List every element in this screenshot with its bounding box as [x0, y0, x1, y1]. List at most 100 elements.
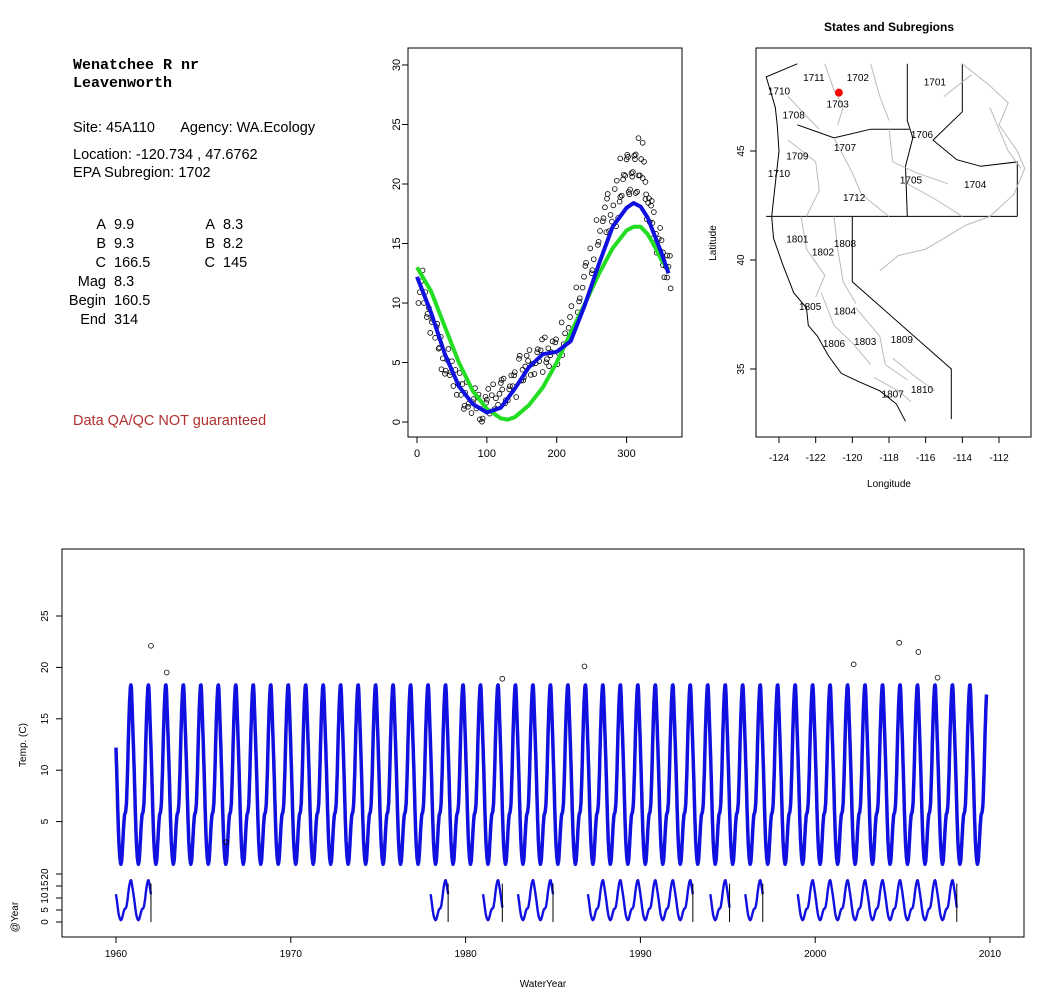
data-point — [667, 252, 673, 259]
data-point — [610, 202, 617, 209]
subregion-boundary — [787, 96, 820, 130]
data-point — [628, 170, 635, 177]
data-point — [442, 367, 449, 374]
subregion-label: 1708 — [783, 110, 806, 121]
param-value: 9.3 — [114, 236, 135, 252]
data-point — [450, 383, 457, 389]
data-point — [667, 285, 674, 292]
year-segment — [516, 878, 555, 922]
data-point — [535, 346, 541, 353]
data-point — [648, 202, 654, 209]
y-tick-label: 30 — [391, 59, 403, 71]
data-point — [490, 381, 496, 388]
subregion-label: 1701 — [924, 78, 947, 89]
data-point — [553, 336, 559, 343]
data-point — [562, 330, 568, 337]
data-point — [543, 359, 550, 366]
timeseries-frame — [61, 548, 1025, 938]
param-value: 8.3 — [223, 217, 244, 233]
param-row: A 9.9 — [50, 216, 150, 235]
param-row: Begin 160.5 — [50, 292, 150, 311]
x-tick-label: -114 — [953, 453, 973, 464]
data-point — [508, 372, 515, 379]
seasonal-fit-series — [114, 683, 989, 867]
y-tick-label: 5 — [391, 359, 403, 365]
map-frame — [755, 47, 1032, 438]
year-y-tick-label: 0 — [40, 919, 51, 925]
data-point — [485, 386, 492, 392]
data-point — [657, 225, 663, 231]
subregion-boundary — [824, 63, 844, 125]
data-point — [512, 369, 518, 375]
x-tick-label: 300 — [617, 448, 635, 460]
state-border — [932, 63, 1018, 217]
data-point — [582, 263, 589, 269]
data-point — [583, 259, 589, 266]
param-row: A 8.3 — [170, 216, 247, 235]
param-value: 314 — [114, 312, 139, 328]
y-tick-label: 5 — [40, 818, 51, 824]
x-tick-label: 1980 — [454, 949, 477, 960]
data-point — [638, 156, 645, 162]
data-point — [531, 371, 538, 377]
qa-disclaimer: Data QA/QC NOT guaranteed — [73, 413, 267, 429]
year-segment — [709, 878, 731, 922]
data-point — [622, 172, 628, 179]
subregion-boundary — [833, 137, 890, 217]
data-point — [634, 188, 640, 195]
subregion-label: 1804 — [834, 307, 857, 318]
data-point — [488, 392, 495, 398]
param-label: C — [204, 255, 215, 271]
data-point — [516, 352, 523, 359]
subregion-boundary — [907, 183, 963, 217]
param-row: Mag 8.3 — [50, 273, 150, 292]
x-tick-label: -120 — [842, 453, 862, 464]
data-point — [618, 192, 625, 199]
y-tick-label: 10 — [391, 297, 403, 309]
data-point — [651, 209, 657, 215]
data-point — [526, 347, 533, 353]
station-name: Wenatchee R nr Leavenworth — [73, 57, 200, 92]
subregion-boundary — [888, 129, 948, 185]
x-tick-label: 100 — [478, 448, 496, 460]
param-label: A — [96, 217, 106, 233]
data-point — [614, 177, 620, 184]
outlier-point — [163, 669, 170, 676]
state-border — [797, 124, 910, 139]
subregion-label: 1702 — [847, 73, 870, 84]
agency: Agency: WA.Ecology — [180, 120, 316, 136]
data-point — [664, 274, 670, 281]
outlier-point — [934, 674, 941, 681]
x-tick-label: -112 — [989, 453, 1009, 464]
data-point — [620, 176, 626, 183]
data-point — [482, 394, 489, 400]
data-point — [523, 352, 530, 359]
data-point — [423, 314, 430, 320]
data-point — [525, 358, 531, 364]
x-tick-label: 200 — [548, 448, 566, 460]
data-point — [568, 303, 575, 309]
subregion-label: 1703 — [827, 99, 850, 110]
subregion-label: 1810 — [911, 385, 934, 396]
data-point — [602, 204, 608, 211]
data-point — [461, 403, 468, 409]
subregion-boundary — [855, 307, 908, 381]
data-point — [516, 356, 522, 362]
secondary-fit-line — [415, 224, 671, 422]
data-point — [632, 156, 638, 162]
year-segment — [429, 878, 450, 922]
data-point — [496, 391, 503, 397]
param-value: 9.9 — [114, 217, 135, 233]
data-point — [581, 273, 587, 280]
x-tick-label: 0 — [414, 448, 420, 460]
location-text: Location: -120.734 , 47.6762 — [73, 147, 258, 163]
data-point — [507, 383, 513, 390]
data-point — [632, 151, 639, 158]
y-tick-label: 40 — [736, 254, 747, 266]
param-label: B — [205, 236, 215, 252]
data-point — [658, 237, 665, 243]
data-point — [445, 346, 452, 352]
y-tick-label: 45 — [736, 145, 747, 157]
data-point — [630, 169, 636, 175]
data-point — [573, 284, 580, 291]
